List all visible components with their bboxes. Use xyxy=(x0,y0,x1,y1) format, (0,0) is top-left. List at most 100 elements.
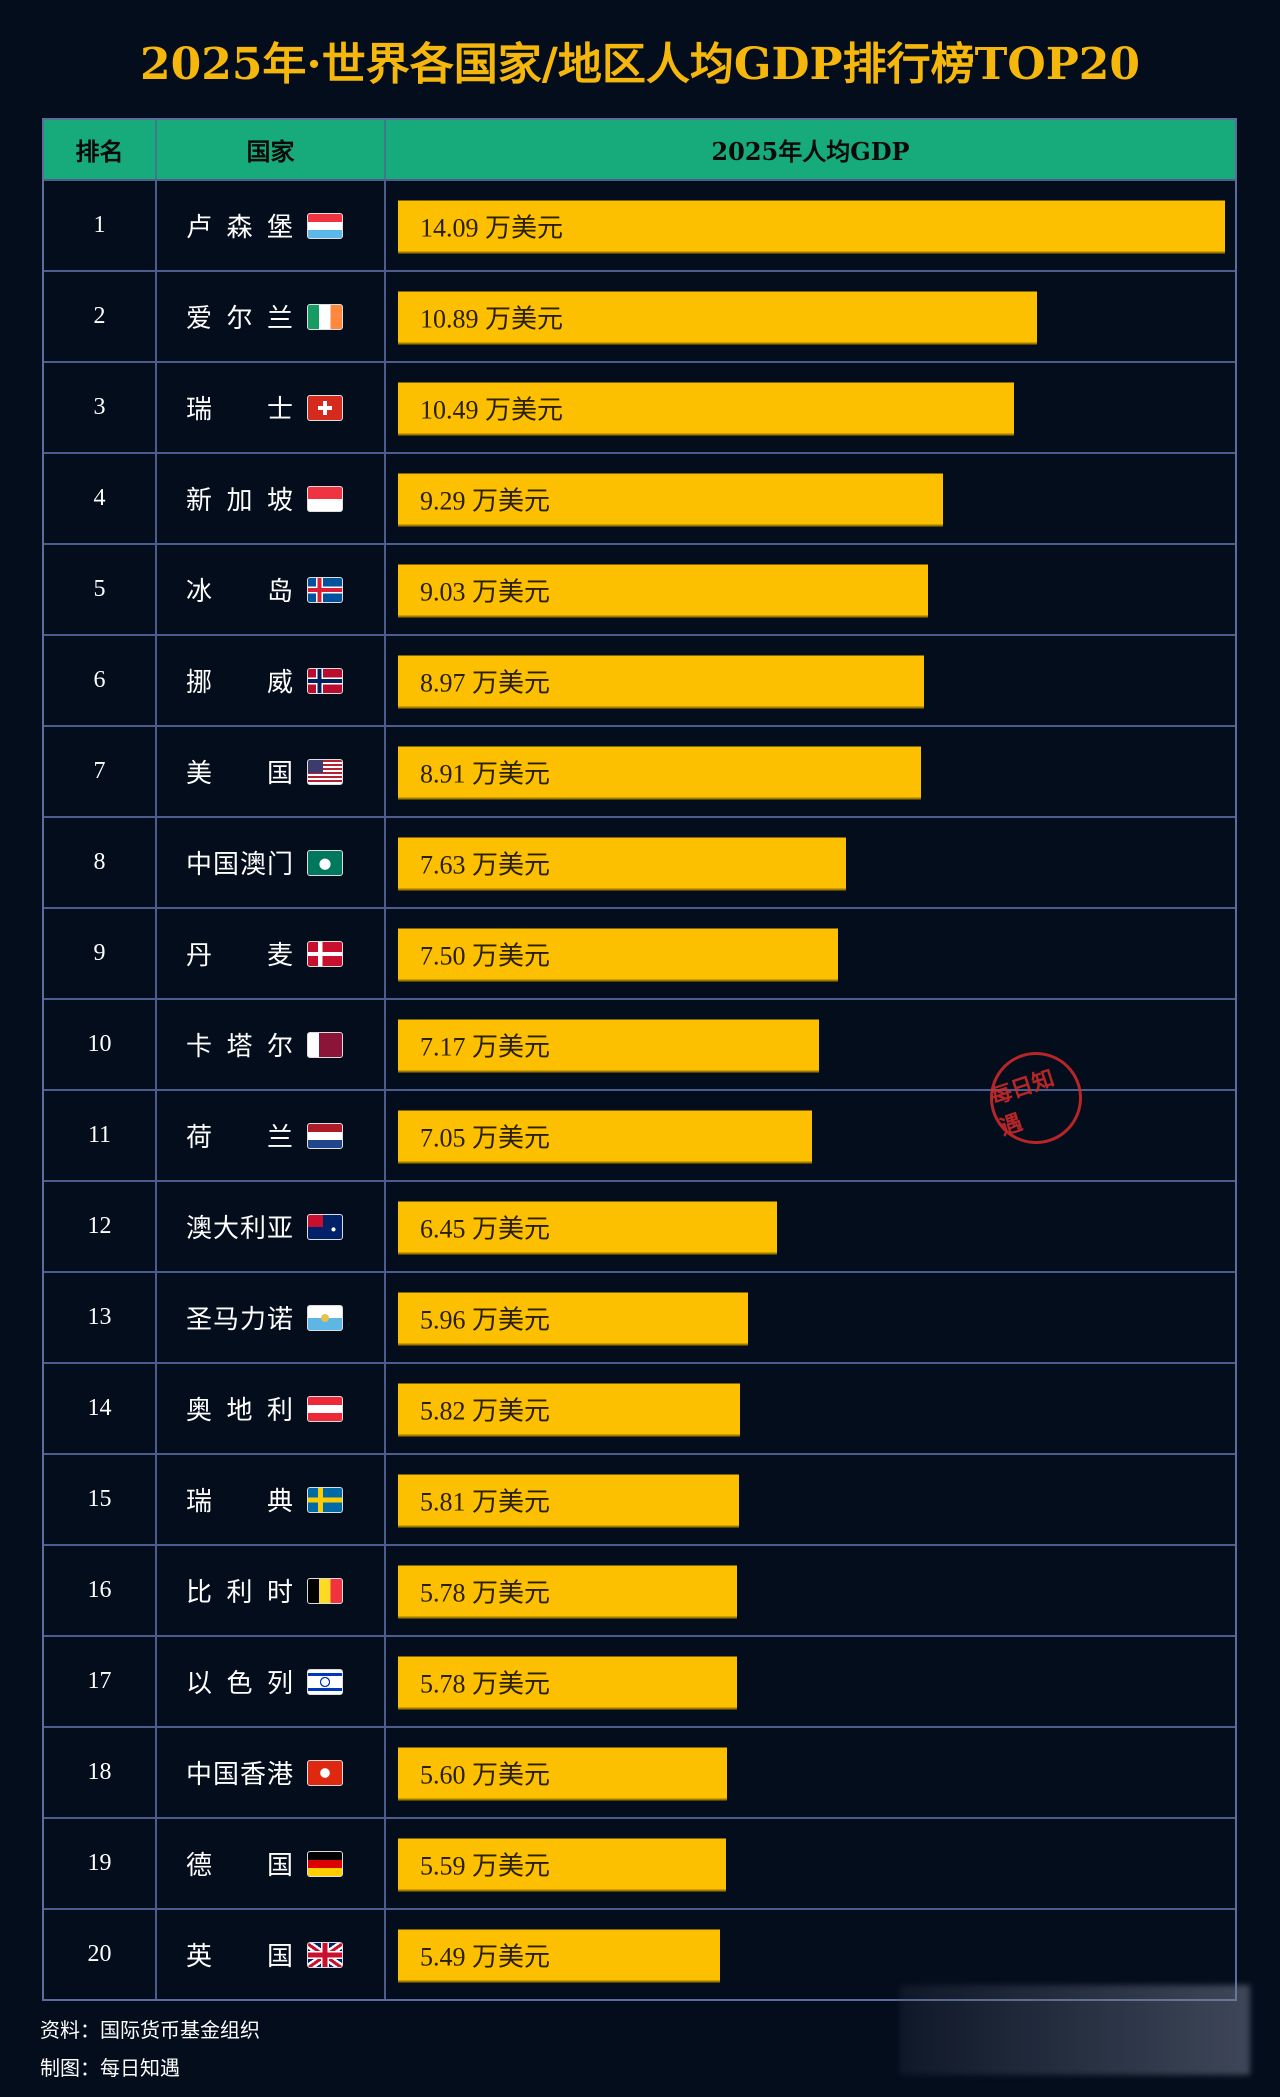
country-cell: 爱尔兰 xyxy=(157,272,386,361)
gdp-cell: 7.50 万美元 xyxy=(386,909,1235,998)
table-row: 12 澳大利亚 6.45 万美元 xyxy=(44,1180,1235,1271)
table-row: 4 新加坡 9.29 万美元 xyxy=(44,452,1235,543)
gdp-value-label: 7.17 万美元 xyxy=(420,1032,551,1061)
country-name: 澳大利亚 xyxy=(186,1214,293,1244)
rank-cell: 6 xyxy=(44,636,157,725)
country-name: 中国澳门 xyxy=(186,850,293,880)
gdp-bar: 7.50 万美元 xyxy=(398,928,839,979)
header-gdp: 2025年人均GDP xyxy=(711,137,910,166)
country-cell: 冰岛 xyxy=(157,545,386,634)
country-name: 冰岛 xyxy=(186,577,293,607)
qatar-flag-icon xyxy=(307,1031,343,1058)
gdp-bar: 10.89 万美元 xyxy=(398,291,1038,342)
gdp-cell: 5.59 万美元 xyxy=(386,1819,1235,1908)
table-row: 9 丹麦 7.50 万美元 xyxy=(44,907,1235,998)
netherlands-flag-icon xyxy=(307,1122,343,1149)
table-row: 20 英国 5.49 万美元 xyxy=(44,1908,1235,1999)
gdp-cell: 8.97 万美元 xyxy=(386,636,1235,725)
australia-flag-icon xyxy=(307,1213,343,1240)
country-cell: 澳大利亚 xyxy=(157,1182,386,1271)
country-cell: 中国香港 xyxy=(157,1728,386,1817)
rank-cell: 4 xyxy=(44,454,157,543)
country-name: 比利时 xyxy=(186,1578,293,1608)
country-cell: 德国 xyxy=(157,1819,386,1908)
san-marino-flag-icon xyxy=(307,1304,343,1331)
gdp-value-label: 8.91 万美元 xyxy=(420,759,551,788)
norway-flag-icon xyxy=(307,667,343,694)
gdp-cell: 5.82 万美元 xyxy=(386,1364,1235,1453)
table-row: 2 爱尔兰 10.89 万美元 xyxy=(44,270,1235,361)
country-cell: 奥地利 xyxy=(157,1364,386,1453)
gdp-cell: 5.81 万美元 xyxy=(386,1455,1235,1544)
table-row: 1 卢森堡 14.09 万美元 xyxy=(44,179,1235,270)
iceland-flag-icon xyxy=(307,576,343,603)
country-cell: 丹麦 xyxy=(157,909,386,998)
rank-cell: 17 xyxy=(44,1637,157,1726)
gdp-cell: 5.49 万美元 xyxy=(386,1910,1235,1999)
table-row: 13 圣马力诺 5.96 万美元 xyxy=(44,1271,1235,1362)
country-cell: 瑞士 xyxy=(157,363,386,452)
gdp-cell: 7.05 万美元 xyxy=(386,1091,1235,1180)
gdp-bar: 9.03 万美元 xyxy=(398,564,928,615)
usa-flag-icon xyxy=(307,758,343,785)
rank-cell: 10 xyxy=(44,1000,157,1089)
singapore-flag-icon xyxy=(307,485,343,512)
gdp-value-label: 10.89 万美元 xyxy=(420,304,564,333)
footer-source: 资料：国际货币基金组织 xyxy=(40,2018,260,2042)
country-cell: 新加坡 xyxy=(157,454,386,543)
gdp-value-label: 5.81 万美元 xyxy=(420,1487,551,1516)
rank-cell: 12 xyxy=(44,1182,157,1271)
uk-flag-icon xyxy=(307,1941,343,1968)
gdp-value-label: 9.29 万美元 xyxy=(420,486,551,515)
rank-cell: 1 xyxy=(44,181,157,270)
table-row: 6 挪威 8.97 万美元 xyxy=(44,634,1235,725)
gdp-cell: 6.45 万美元 xyxy=(386,1182,1235,1271)
country-cell: 卡塔尔 xyxy=(157,1000,386,1089)
gdp-value-label: 5.78 万美元 xyxy=(420,1669,551,1698)
hong-kong-flag-icon xyxy=(307,1759,343,1786)
blurred-watermark xyxy=(900,1985,1250,2075)
country-name: 英国 xyxy=(186,1942,293,1972)
gdp-bar: 8.91 万美元 xyxy=(398,746,921,797)
gdp-bar: 5.78 万美元 xyxy=(398,1565,738,1616)
gdp-bar: 7.05 万美元 xyxy=(398,1110,812,1161)
ranking-table: 排名 国家 2025年人均GDP 1 卢森堡 14.09 万美元 2 爱尔兰 10… xyxy=(42,118,1237,2001)
rank-cell: 7 xyxy=(44,727,157,816)
gdp-bar: 14.09 万美元 xyxy=(398,200,1225,251)
country-cell: 卢森堡 xyxy=(157,181,386,270)
country-name: 中国香港 xyxy=(186,1760,293,1790)
luxembourg-flag-icon xyxy=(307,212,343,239)
table-row: 18 中国香港 5.60 万美元 xyxy=(44,1726,1235,1817)
table-row: 14 奥地利 5.82 万美元 xyxy=(44,1362,1235,1453)
country-name: 爱尔兰 xyxy=(186,304,293,334)
gdp-cell: 5.78 万美元 xyxy=(386,1546,1235,1635)
austria-flag-icon xyxy=(307,1395,343,1422)
gdp-value-label: 8.97 万美元 xyxy=(420,668,551,697)
table-row: 10 卡塔尔 7.17 万美元 xyxy=(44,998,1235,1089)
gdp-cell: 10.89 万美元 xyxy=(386,272,1235,361)
rank-cell: 20 xyxy=(44,1910,157,1999)
country-name: 瑞士 xyxy=(186,395,293,425)
gdp-cell: 9.29 万美元 xyxy=(386,454,1235,543)
country-name: 荷兰 xyxy=(186,1123,293,1153)
gdp-value-label: 7.63 万美元 xyxy=(420,850,551,879)
table-row: 17 以色列 5.78 万美元 xyxy=(44,1635,1235,1726)
gdp-bar: 8.97 万美元 xyxy=(398,655,925,706)
gdp-value-label: 9.03 万美元 xyxy=(420,577,551,606)
rank-cell: 3 xyxy=(44,363,157,452)
table-row: 5 冰岛 9.03 万美元 xyxy=(44,543,1235,634)
gdp-value-label: 5.59 万美元 xyxy=(420,1851,551,1880)
country-name: 以色列 xyxy=(186,1669,293,1699)
country-cell: 以色列 xyxy=(157,1637,386,1726)
gdp-value-label: 5.78 万美元 xyxy=(420,1578,551,1607)
country-cell: 英国 xyxy=(157,1910,386,1999)
table-row: 19 德国 5.59 万美元 xyxy=(44,1817,1235,1908)
rank-cell: 2 xyxy=(44,272,157,361)
denmark-flag-icon xyxy=(307,940,343,967)
country-cell: 比利时 xyxy=(157,1546,386,1635)
gdp-bar: 9.29 万美元 xyxy=(398,473,944,524)
gdp-bar: 7.63 万美元 xyxy=(398,837,846,888)
gdp-bar: 5.49 万美元 xyxy=(398,1929,721,1980)
gdp-cell: 9.03 万美元 xyxy=(386,545,1235,634)
rank-cell: 16 xyxy=(44,1546,157,1635)
